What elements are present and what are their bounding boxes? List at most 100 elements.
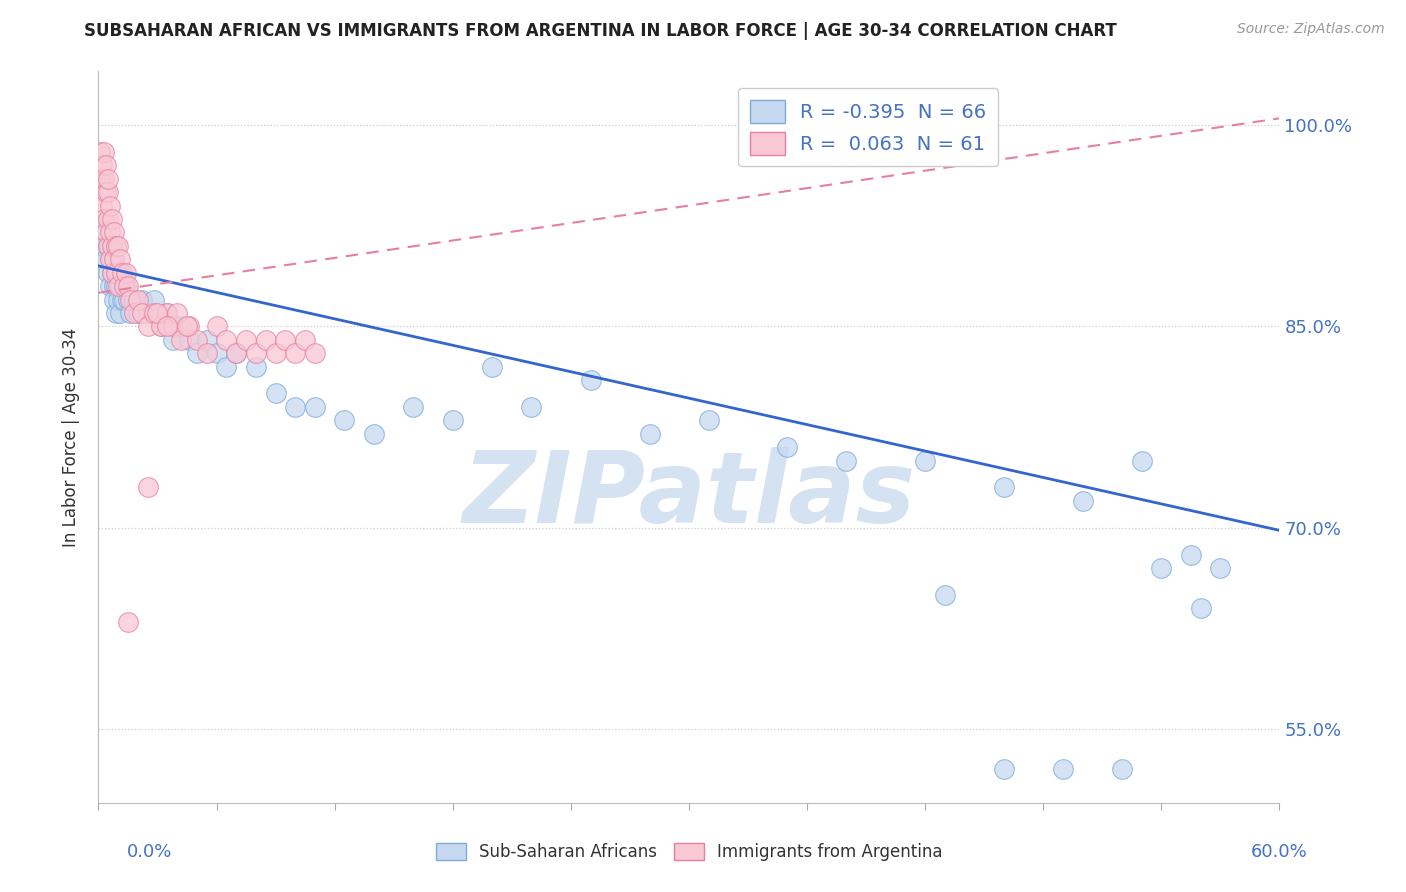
Point [638,426,661,441]
Point [107,239,129,253]
Point [105,306,128,320]
Point [1052,762,1074,776]
Point [177,319,200,334]
Point [96,158,118,172]
Point [150,319,173,334]
Point [304,346,326,360]
Point [91,158,114,172]
Point [131,293,153,307]
Point [96,226,118,240]
Point [195,333,218,347]
Point [245,346,267,360]
Point [97,239,120,253]
Point [117,615,139,629]
Point [1189,601,1212,615]
Point [103,279,125,293]
Point [1111,762,1133,776]
Point [254,333,277,347]
Point [103,252,125,267]
Point [127,293,149,307]
Point [101,212,124,227]
Point [105,266,128,280]
Point [89,171,111,186]
Point [170,319,193,334]
Point [96,226,118,240]
Point [186,333,208,347]
Point [118,293,141,307]
Point [97,266,120,280]
Point [98,252,121,267]
Point [993,480,1015,494]
Point [98,226,121,240]
Point [136,306,159,320]
Text: 60.0%: 60.0% [1251,843,1308,861]
Point [115,266,138,280]
Point [176,319,198,334]
Point [835,453,858,467]
Point [363,426,385,441]
Point [162,319,184,334]
Point [117,279,139,293]
Point [195,346,218,360]
Point [93,171,115,186]
Point [107,279,129,293]
Point [93,145,115,159]
Point [520,400,543,414]
Point [101,239,124,253]
Point [156,319,179,334]
Text: Source: ZipAtlas.com: Source: ZipAtlas.com [1237,22,1385,37]
Point [205,346,228,360]
Point [142,293,165,307]
Point [235,333,257,347]
Point [93,239,115,253]
Point [107,293,129,307]
Point [162,333,184,347]
Point [156,306,179,320]
Point [1071,493,1094,508]
Point [101,266,124,280]
Point [108,279,131,293]
Point [97,185,120,199]
Point [274,333,297,347]
Point [96,252,118,267]
Point [117,293,139,307]
Point [105,266,128,280]
Point [105,239,128,253]
Point [304,400,326,414]
Point [1130,453,1153,467]
Point [441,413,464,427]
Point [103,226,125,240]
Point [481,359,503,374]
Point [136,319,159,334]
Point [333,413,356,427]
Point [112,279,135,293]
Point [205,319,228,334]
Point [98,198,121,212]
Point [115,279,138,293]
Point [294,333,316,347]
Point [284,400,307,414]
Point [177,333,200,347]
Point [93,212,115,227]
Point [215,333,238,347]
Point [103,293,125,307]
Point [108,252,131,267]
Point [101,239,124,253]
Text: 0.0%: 0.0% [127,843,172,861]
Point [111,266,134,280]
Point [103,252,125,267]
Point [579,373,602,387]
Point [1209,561,1232,575]
Point [150,319,173,334]
Point [170,333,193,347]
Point [146,306,169,320]
Point [97,171,120,186]
Point [122,293,145,307]
Point [96,185,118,199]
Point [101,266,124,280]
Point [107,266,129,280]
Point [264,386,287,401]
Point [225,346,247,360]
Point [108,306,131,320]
Point [284,346,307,360]
